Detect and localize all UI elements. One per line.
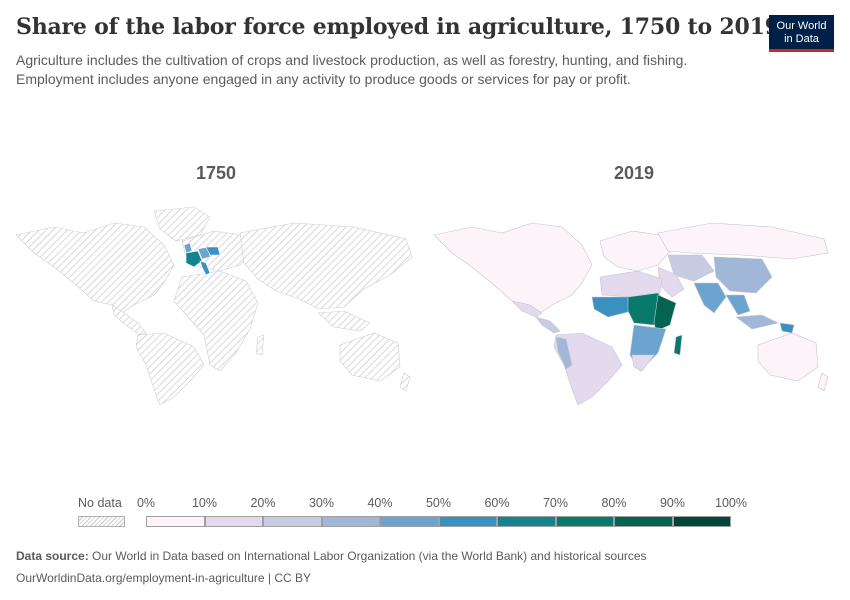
data-source-text: Our World in Data based on International…	[92, 549, 647, 563]
data-source-label: Data source:	[16, 549, 89, 563]
map-label-1750: 1750	[195, 163, 237, 183]
no-data-label: No data	[78, 496, 122, 510]
legend-swatch-70-80%[interactable]	[555, 516, 614, 527]
region-england-wales[interactable]	[183, 242, 193, 254]
url-line: OurWorldinData.org/employment-in-agricul…	[16, 571, 311, 585]
region-poland-lithuania[interactable]	[205, 246, 221, 256]
legend-swatch-90-100%[interactable]	[672, 516, 731, 527]
europe-region[interactable]	[599, 230, 673, 272]
legend-tick-label: 30%	[308, 496, 335, 510]
legend-swatch-0-10%[interactable]	[146, 516, 205, 527]
legend-tick-label: 70%	[542, 496, 569, 510]
chart-subtitle: Agriculture includes the cultivation of …	[16, 52, 688, 87]
greenland-region[interactable]	[153, 206, 211, 242]
legend-tick-label: 0%	[136, 496, 156, 510]
central-america-region[interactable]	[111, 304, 147, 336]
legend-swatch-20-30%[interactable]	[263, 516, 322, 527]
legend-swatch-50-60%[interactable]	[438, 516, 497, 527]
legend-tick-label: 90%	[659, 496, 686, 510]
southeast-asia-region[interactable]	[317, 310, 371, 332]
north-america-region[interactable]	[15, 222, 175, 314]
legend-tick-label: 50%	[425, 496, 452, 510]
legend-swatch-30-40%[interactable]	[321, 516, 380, 527]
north-america-region[interactable]	[433, 222, 593, 314]
southeast-asia-region[interactable]	[725, 294, 751, 316]
world-map-1750[interactable]	[14, 205, 419, 405]
africa-region[interactable]	[173, 270, 259, 372]
region-italy[interactable]	[199, 260, 211, 276]
south-america-region[interactable]	[135, 332, 205, 405]
color-legend: No data 0% 10% 20% 30% 40% 50% 60% 70% 80% 90% 100…	[0, 496, 850, 536]
west-africa-region[interactable]	[591, 296, 633, 318]
legend-swatch-10-20%[interactable]	[204, 516, 263, 527]
australia-region[interactable]	[757, 332, 819, 382]
madagascar-region[interactable]	[255, 334, 265, 356]
chart-title: Share of the labor force employed in agr…	[16, 14, 780, 40]
world-map-2019[interactable]	[432, 205, 837, 405]
asia-region[interactable]	[239, 222, 413, 310]
legend-tick-label: 40%	[367, 496, 393, 510]
owid-logo[interactable]: Our World in Data	[769, 15, 834, 52]
north-africa-region[interactable]	[599, 270, 663, 298]
south-africa-region[interactable]	[631, 354, 655, 372]
russia-region[interactable]	[657, 222, 829, 260]
no-data-swatch	[78, 516, 125, 527]
central-america-region[interactable]	[535, 316, 561, 334]
new-zealand-region[interactable]	[817, 372, 829, 392]
data-source-line: Data source: Our World in Data based on …	[16, 549, 647, 563]
legend-swatch-40-50%[interactable]	[380, 516, 439, 527]
south-america-region[interactable]	[553, 332, 623, 405]
legend-swatch-80-90%[interactable]	[614, 516, 673, 527]
legend-tick-label: 80%	[601, 496, 627, 510]
legend-tick-label: 10%	[191, 496, 218, 510]
logo-line-1: Our World	[776, 20, 827, 32]
south-asia-region[interactable]	[693, 282, 727, 314]
logo-line-2: in Data	[784, 33, 819, 45]
legend-tick-label: 100%	[715, 496, 747, 510]
mexico-region[interactable]	[511, 300, 543, 318]
legend-tick-label: 60%	[484, 496, 510, 510]
indonesia-region[interactable]	[735, 314, 779, 330]
source-url[interactable]: OurWorldinData.org/employment-in-agricul…	[16, 571, 312, 585]
map-label-2019: 2019	[613, 163, 655, 183]
legend-swatch-60-70%[interactable]	[497, 516, 556, 527]
new-zealand-region[interactable]	[399, 372, 411, 392]
region-central-europe[interactable]	[197, 246, 211, 260]
madagascar-region[interactable]	[673, 334, 683, 356]
china-region[interactable]	[713, 256, 773, 294]
australia-region[interactable]	[339, 332, 401, 382]
region-france[interactable]	[185, 250, 203, 268]
east-africa-region[interactable]	[653, 294, 677, 332]
png-region[interactable]	[779, 322, 795, 334]
andes-region[interactable]	[555, 336, 573, 370]
central-asia-region[interactable]	[667, 254, 715, 282]
legend-tick-label: 20%	[250, 496, 276, 510]
